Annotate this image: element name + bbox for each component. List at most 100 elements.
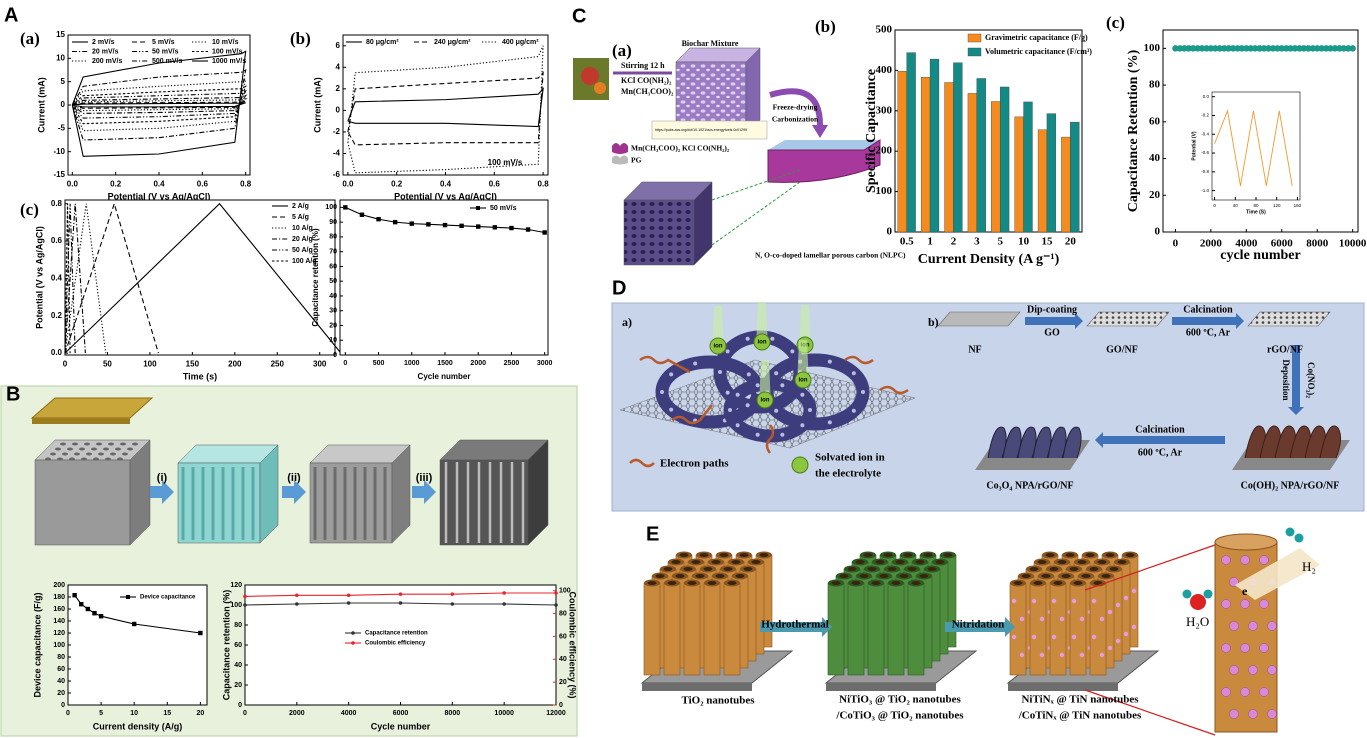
y-tick-label: 90	[329, 219, 337, 226]
ring-pore	[745, 336, 750, 341]
y-tick-label: 0	[61, 100, 66, 109]
label: ion	[714, 344, 723, 350]
series-line	[347, 87, 544, 128]
x-tick-label: 2000	[289, 710, 305, 717]
y-tick-label: 100	[53, 642, 65, 649]
zoom-line	[711, 181, 801, 246]
ring-pore	[693, 361, 698, 366]
pore	[98, 452, 104, 456]
x-tick-label: 6000	[1271, 237, 1294, 249]
series-line	[71, 68, 247, 141]
legend-label: 100 A/g	[292, 258, 317, 265]
legend-electron-path	[629, 458, 655, 468]
ring-pore	[774, 371, 779, 376]
point	[1327, 45, 1334, 52]
x-axis-label: Current density (A/g)	[93, 721, 183, 731]
titanate-tube-bore	[915, 560, 925, 564]
nitride-particle	[1123, 631, 1129, 637]
pore	[62, 452, 68, 456]
y-axis-label: Capacitance Retention (%)	[1126, 49, 1141, 212]
series-line	[64, 203, 107, 354]
bar	[991, 101, 1001, 233]
panel-label: C	[572, 5, 586, 27]
tio2-tube	[723, 582, 741, 676]
tio2-tube-bore	[671, 560, 681, 564]
nitride-tube-bore	[1105, 553, 1115, 557]
nitride-particle	[1011, 598, 1017, 604]
tio2-tube-bore	[723, 567, 733, 571]
pore	[108, 442, 114, 446]
x-tick-label: 10	[1018, 236, 1030, 248]
marker	[295, 593, 299, 598]
y-axis-label: Current (mA)	[312, 77, 322, 133]
x-tick-label: 250	[271, 359, 285, 368]
tio2-tube	[703, 582, 721, 676]
bar	[1037, 129, 1048, 233]
mixture-cube-side	[745, 47, 761, 135]
y-tick-label: -15	[53, 170, 65, 179]
nitride-particle	[1079, 616, 1085, 622]
panel-label: (a)	[20, 29, 40, 48]
y-tick-label: 100	[230, 602, 242, 609]
process-arrow	[1095, 432, 1225, 448]
series-line	[64, 203, 76, 354]
plot-frame	[64, 199, 336, 356]
point	[1318, 45, 1325, 52]
series-line	[64, 203, 71, 354]
x-tick-label: 20	[196, 710, 204, 717]
ring-pore	[770, 336, 775, 341]
y-tick-label: 60	[329, 263, 337, 270]
point	[1265, 45, 1272, 52]
pore	[79, 447, 85, 451]
y-axis-label: Specific Capacitance	[864, 69, 879, 193]
label: N, O-co-doped lamellar porous carbon (NL…	[755, 251, 906, 260]
y-tick-label: -0.4	[1201, 131, 1209, 136]
nitride-particle	[1011, 634, 1017, 640]
y-tick-label: 0.0	[51, 348, 63, 357]
ring-pore	[745, 403, 750, 408]
y-tick-label: 100	[325, 204, 337, 211]
x-tick-label: 50	[103, 359, 112, 368]
legend-marker	[351, 641, 355, 645]
x-axis-label: Time (S)	[1246, 209, 1266, 215]
ring-pore	[735, 423, 740, 428]
composite-cube-side	[527, 439, 549, 546]
nitride-tube	[1069, 582, 1087, 676]
x-axis-label: Potential (V vs Ag/AgCl)	[394, 191, 497, 201]
nitride-tube	[1049, 582, 1067, 676]
tio2-tube-bore	[735, 574, 745, 578]
label: KCl CO(NH₂)₂	[621, 76, 672, 85]
nitride-tube-bore	[1037, 560, 1047, 564]
y-axis-label: Potential (V)	[1191, 131, 1197, 161]
label: NiTiO₃ @ TiO₂ nanotubes	[839, 694, 961, 706]
process-arrow-head	[812, 125, 828, 138]
panel-label: (b)	[290, 29, 311, 48]
point	[1216, 45, 1223, 52]
marker	[450, 602, 455, 606]
tio2-tube-bore	[647, 581, 657, 585]
ring-pore	[800, 423, 805, 428]
process-arrow	[760, 617, 832, 637]
coated-cube-front	[177, 462, 261, 544]
zoomed-particle	[1267, 709, 1277, 719]
marker	[376, 216, 381, 222]
marker	[92, 611, 97, 616]
x-tick-label: 5	[997, 236, 1003, 248]
panel-label: D	[612, 277, 626, 299]
marker	[346, 601, 351, 605]
nitride-substrate-edge	[1008, 683, 1118, 691]
nlpc-cube-side	[693, 181, 713, 266]
y-tick-label: 20	[1149, 189, 1161, 201]
process-arrow	[769, 88, 823, 126]
x-tick-label: 200	[228, 359, 242, 368]
legend-label: Coulombic efficiency	[365, 641, 426, 647]
zoomed-particle	[1229, 577, 1239, 587]
tio2-tube	[683, 582, 701, 676]
marker	[359, 212, 365, 217]
x-tick-label: 0	[243, 710, 247, 717]
titanate-tube-bore	[919, 574, 929, 578]
marker	[525, 227, 531, 232]
titanate-tube-bore	[899, 574, 909, 578]
ring-pore	[755, 432, 760, 437]
label: Co₃O₄ NPA/rGO/NF	[986, 480, 1073, 491]
